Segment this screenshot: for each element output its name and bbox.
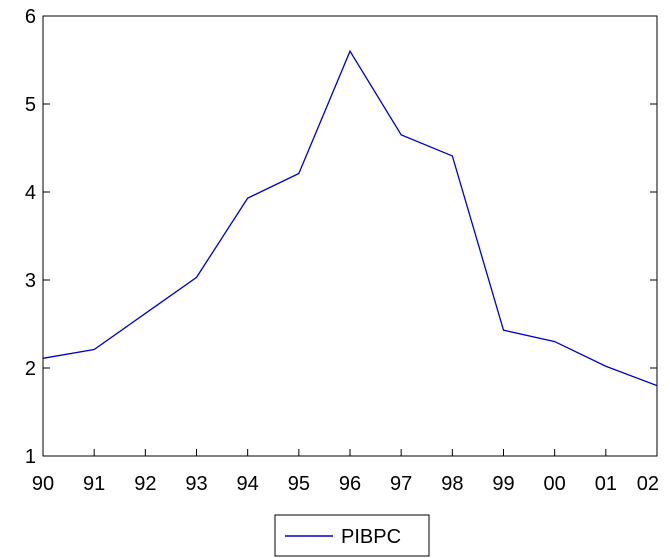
y-tick-label: 4 [25, 182, 36, 204]
y-axis: 1 2 3 4 5 6 [25, 6, 657, 468]
x-tick-label: 93 [185, 473, 207, 495]
legend-label-pibpc: PIBPC [341, 526, 401, 548]
x-tick-label: 92 [134, 473, 156, 495]
y-tick-label: 3 [25, 270, 36, 292]
y-tick-label: 1 [25, 446, 36, 468]
x-tick-label: 94 [237, 473, 259, 495]
x-tick-label: 98 [441, 473, 463, 495]
x-tick-label: 97 [390, 473, 412, 495]
y-tick-label: 5 [25, 94, 36, 116]
plot-frame [42, 15, 658, 457]
y-tick-label: 6 [25, 6, 36, 28]
x-tick-label: 01 [595, 473, 617, 495]
series-layer [42, 49, 658, 387]
x-tick-label: 00 [544, 473, 566, 495]
x-tick-label: 90 [32, 473, 54, 495]
x-tick-label: 99 [492, 473, 514, 495]
legend: PIBPC [274, 514, 430, 557]
y-tick-label: 2 [25, 358, 36, 380]
x-tick-label: 96 [339, 473, 361, 495]
x-axis: 90 91 92 93 94 95 96 97 98 99 00 01 02 [32, 449, 659, 495]
series-line-pibpc [42, 49, 658, 387]
x-tick-label: 91 [83, 473, 105, 495]
x-tick-label: 02 [637, 473, 659, 495]
x-tick-label: 95 [288, 473, 310, 495]
